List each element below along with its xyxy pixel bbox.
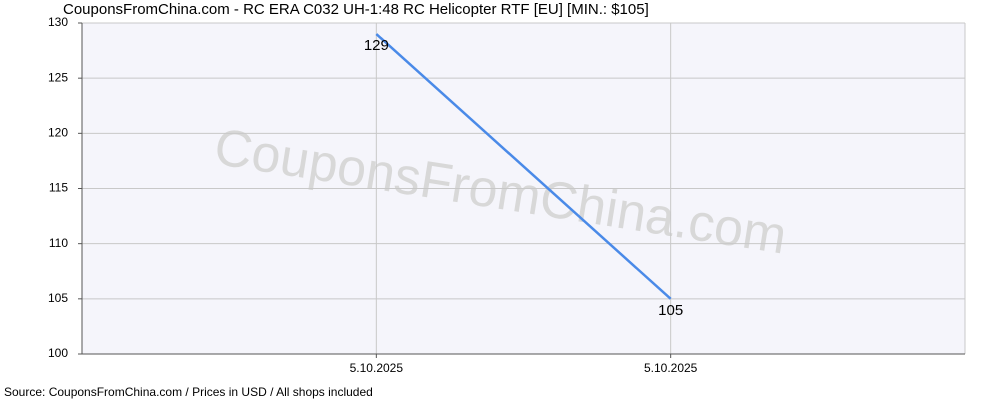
y-tick-label: 130 bbox=[48, 15, 68, 29]
x-tick-label: 5.10.2025 bbox=[644, 361, 698, 375]
chart-title: CouponsFromChina.com - RC ERA C032 UH-1:… bbox=[63, 1, 649, 18]
data-label: 105 bbox=[658, 302, 683, 319]
y-tick-label: 120 bbox=[48, 126, 68, 140]
y-tick-label: 110 bbox=[49, 236, 68, 250]
y-tick-label: 100 bbox=[48, 346, 68, 360]
y-tick-label: 125 bbox=[48, 70, 68, 84]
data-label: 129 bbox=[364, 37, 389, 54]
price-line bbox=[375, 33, 672, 300]
x-tick-label: 5.10.2025 bbox=[350, 361, 404, 375]
y-tick-label: 115 bbox=[49, 181, 68, 195]
source-note: Source: CouponsFromChina.com / Prices in… bbox=[4, 385, 373, 399]
y-tick-label: 105 bbox=[48, 291, 68, 305]
